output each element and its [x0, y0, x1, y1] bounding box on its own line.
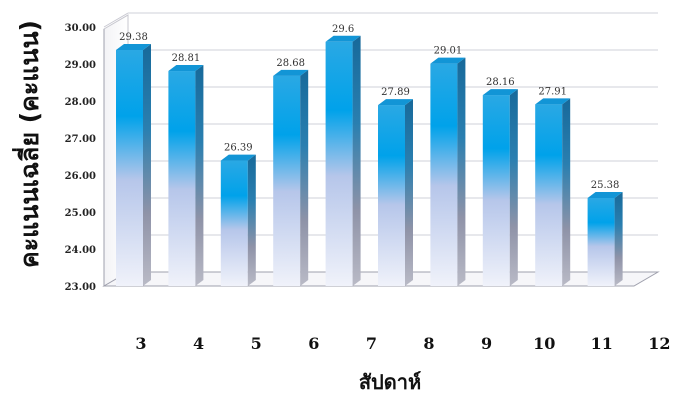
y-axis-label-container: คะแนนเฉลี่ย (คะแนน)	[8, 20, 52, 268]
bar-front	[168, 71, 196, 286]
bar-top	[430, 57, 466, 64]
bar-side	[352, 35, 361, 286]
bar	[535, 98, 571, 286]
bar	[325, 35, 361, 286]
bar	[430, 57, 466, 286]
x-tick-label: 7	[366, 334, 377, 353]
bar-side	[509, 89, 518, 286]
bar	[116, 43, 151, 286]
bar	[220, 154, 256, 286]
bar	[168, 65, 204, 286]
bar-top	[482, 89, 518, 96]
data-label: 29.01	[434, 46, 463, 57]
bar	[378, 99, 413, 286]
bar	[482, 89, 518, 286]
x-axis-label: สัปดาห์	[358, 370, 422, 394]
y-tick-label: 28.00	[65, 97, 96, 108]
x-tick-label: 5	[251, 334, 262, 353]
bar-front	[535, 104, 563, 286]
x-tick-label: 4	[193, 334, 204, 353]
y-tick-label: 25.00	[65, 208, 96, 219]
bar-front	[116, 49, 143, 286]
data-label: 29.38	[119, 32, 148, 43]
bar	[273, 69, 309, 286]
x-tick-label: 6	[308, 334, 319, 353]
data-label: 28.68	[276, 58, 305, 69]
bar-top	[535, 98, 571, 105]
bar-front	[430, 63, 458, 286]
data-label: 29.6	[332, 24, 354, 35]
bar-side	[614, 191, 623, 286]
data-label: 26.39	[224, 143, 253, 154]
bar-top	[378, 99, 413, 106]
data-label: 28.81	[172, 53, 201, 64]
data-label: 28.16	[486, 77, 515, 88]
bars	[116, 35, 623, 286]
bar-top	[273, 69, 309, 76]
bar-front	[273, 75, 301, 286]
y-tick-label: 23.00	[65, 282, 96, 293]
bar-side	[562, 98, 571, 286]
y-tick-label: 26.00	[65, 171, 96, 182]
x-tick-label: 8	[423, 334, 434, 353]
bar-top	[116, 43, 151, 50]
x-tick-labels: 3 4 5 6 7 8 9 10 11 12	[135, 334, 670, 353]
bar-side	[247, 154, 256, 286]
bar-top	[168, 65, 204, 72]
x-tick-label: 10	[533, 334, 555, 353]
x-tick-label: 12	[648, 334, 670, 353]
y-axis-label: คะแนนเฉลี่ย (คะแนน)	[15, 20, 44, 268]
bar-side	[300, 69, 309, 286]
bar-side	[457, 57, 466, 286]
bar-front	[220, 160, 248, 286]
bar-top	[587, 191, 623, 198]
x-tick-label: 11	[591, 334, 613, 353]
bar-top	[220, 154, 256, 161]
gridline-depth	[103, 12, 129, 28]
bar-side	[405, 99, 413, 286]
bar-front	[325, 41, 353, 286]
x-tick-label: 3	[135, 334, 146, 353]
y-tick-label: 30.00	[65, 23, 96, 34]
bar-side	[143, 43, 151, 286]
bar	[587, 191, 623, 286]
x-tick-label: 9	[481, 334, 492, 353]
bar-top	[325, 35, 361, 42]
bar-side	[195, 65, 204, 286]
data-labels: 29.38 28.81 26.39 28.68 29.6 27.89 29.01 28.16 2…	[119, 24, 619, 191]
y-tick-labels: 23.00 24.00 25.00 26.00 27.00 28.00 29.00 30.00	[65, 23, 96, 293]
y-tick-label: 24.00	[65, 245, 96, 256]
data-label: 27.91	[538, 86, 567, 97]
bar-front	[482, 95, 510, 286]
data-label: 27.89	[381, 87, 410, 98]
y-tick-label: 27.00	[65, 134, 96, 145]
y-tick-label: 29.00	[65, 60, 96, 71]
bar-front	[378, 105, 405, 286]
bar-front	[587, 197, 615, 286]
data-label: 25.38	[591, 180, 620, 191]
